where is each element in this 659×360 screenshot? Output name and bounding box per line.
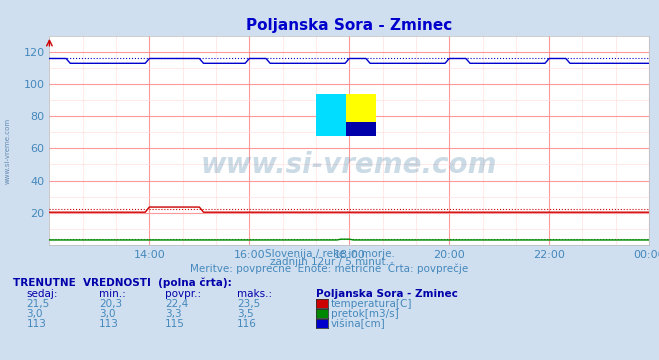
Text: 22,4: 22,4 — [165, 299, 188, 309]
Text: zadnjih 12ur / 5 minut.: zadnjih 12ur / 5 minut. — [270, 257, 389, 267]
Text: 115: 115 — [165, 319, 185, 329]
Text: 3,0: 3,0 — [26, 309, 43, 319]
Text: 116: 116 — [237, 319, 257, 329]
Text: 113: 113 — [99, 319, 119, 329]
Text: 113: 113 — [26, 319, 46, 329]
Text: Slovenija / reke in morje.: Slovenija / reke in morje. — [264, 249, 395, 260]
Text: 3,0: 3,0 — [99, 309, 115, 319]
Title: Poljanska Sora - Zminec: Poljanska Sora - Zminec — [246, 18, 452, 33]
Text: 3,3: 3,3 — [165, 309, 181, 319]
Text: www.si-vreme.com: www.si-vreme.com — [201, 152, 498, 179]
Text: 3,5: 3,5 — [237, 309, 254, 319]
Text: pretok[m3/s]: pretok[m3/s] — [331, 309, 399, 319]
Text: 20,3: 20,3 — [99, 299, 122, 309]
Bar — [346, 122, 376, 136]
Text: Meritve: povprečne  Enote: metrične  Črta: povprečje: Meritve: povprečne Enote: metrične Črta:… — [190, 262, 469, 274]
Text: 23,5: 23,5 — [237, 299, 260, 309]
Text: sedaj:: sedaj: — [26, 289, 58, 299]
Text: min.:: min.: — [99, 289, 126, 299]
Text: višina[cm]: višina[cm] — [331, 319, 386, 329]
Text: 21,5: 21,5 — [26, 299, 49, 309]
Text: www.si-vreme.com: www.si-vreme.com — [5, 118, 11, 184]
Text: temperatura[C]: temperatura[C] — [331, 299, 413, 309]
Bar — [346, 94, 376, 122]
Bar — [316, 94, 346, 136]
Text: TRENUTNE  VREDNOSTI  (polna črta):: TRENUTNE VREDNOSTI (polna črta): — [13, 278, 232, 288]
Text: Poljanska Sora - Zminec: Poljanska Sora - Zminec — [316, 289, 458, 299]
Text: povpr.:: povpr.: — [165, 289, 201, 299]
Text: maks.:: maks.: — [237, 289, 272, 299]
